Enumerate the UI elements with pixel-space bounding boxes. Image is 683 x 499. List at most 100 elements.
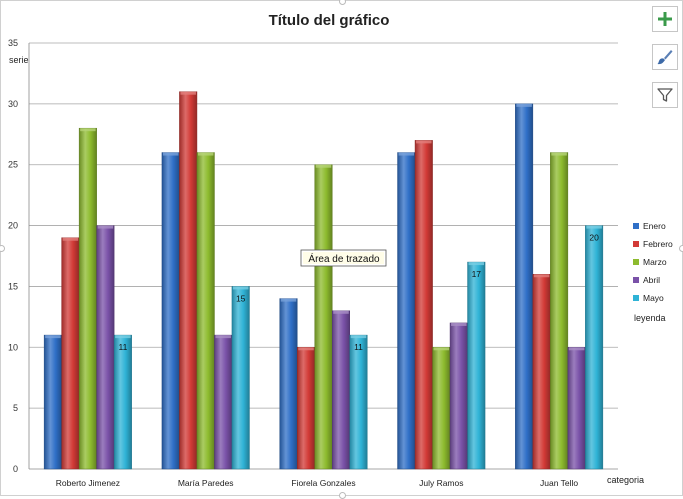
bar-highlight: [298, 347, 314, 351]
y-tick-label: 30: [8, 99, 18, 109]
bar-highlight: [533, 274, 550, 278]
bar-marzo-3[interactable]: [432, 347, 451, 470]
bar-enero-2[interactable]: [279, 298, 298, 470]
x-tick-labels: Roberto Jimenez María Paredes Fiorela Gonz…: [56, 478, 579, 488]
bar-highlight: [398, 152, 415, 156]
bar-marzo-2[interactable]: [314, 164, 333, 470]
bar-highlight: [451, 322, 467, 326]
y-tick-label: 25: [8, 160, 18, 170]
bar-highlight: [433, 347, 450, 351]
bar-highlight: [197, 152, 214, 156]
bar-febrero-2[interactable]: [297, 347, 315, 470]
bar-febrero-1[interactable]: [179, 91, 198, 470]
y-tick-label: 5: [13, 403, 18, 413]
x-tick-label: July Ramos: [419, 478, 463, 488]
legend-swatch: [633, 295, 639, 301]
bar-highlight: [80, 128, 96, 132]
x-tick-label: María Paredes: [178, 478, 234, 488]
y-tick-label: 10: [8, 342, 18, 352]
legend-swatch: [633, 259, 639, 265]
bar-highlight: [551, 152, 567, 156]
bar-highlight: [232, 286, 249, 290]
bars[interactable]: [43, 91, 604, 470]
legend-entry[interactable]: Febrero: [643, 239, 673, 249]
x-tick-label: Juan Tello: [540, 478, 578, 488]
bar-highlight: [215, 335, 231, 339]
x-tick-label: Roberto Jimenez: [56, 478, 120, 488]
bar-highlight: [350, 335, 367, 339]
bar-marzo-0[interactable]: [78, 127, 97, 470]
chart-elements-button[interactable]: [652, 6, 678, 32]
chart-styles-button[interactable]: [652, 44, 678, 70]
bar-abril-1[interactable]: [214, 334, 233, 470]
bar-enero-0[interactable]: [43, 334, 62, 470]
bar-abril-2[interactable]: [332, 310, 350, 470]
bar-enero-3[interactable]: [397, 152, 416, 470]
bar-highlight: [468, 262, 485, 266]
bar-highlight: [115, 335, 131, 339]
legend-entry[interactable]: Enero: [643, 221, 666, 231]
bar-enero-1[interactable]: [161, 152, 180, 470]
y-tick-labels: 0 5 10 15 20 25 30 35: [8, 38, 18, 474]
x-axis-title[interactable]: categoria: [607, 475, 644, 485]
data-label[interactable]: 15: [236, 293, 246, 303]
legend[interactable]: Enero Febrero Marzo Abril Mayo: [633, 221, 673, 303]
chart-filters-button[interactable]: [652, 82, 678, 108]
bar-highlight: [97, 225, 114, 229]
resize-handle-left[interactable]: [0, 245, 5, 252]
bar-highlight: [280, 298, 297, 302]
bar-mayo-3[interactable]: [467, 261, 486, 470]
y-tick-label: 0: [13, 464, 18, 474]
chart-title[interactable]: Título del gráfico: [269, 12, 390, 29]
legend-entry[interactable]: Abril: [643, 275, 660, 285]
data-label[interactable]: 11: [354, 342, 363, 352]
plot-area-tooltip: Área de trazado: [300, 249, 387, 267]
bar-abril-4[interactable]: [567, 347, 586, 470]
bar-highlight: [333, 310, 349, 314]
bar-highlight: [162, 152, 179, 156]
legend-entry[interactable]: Marzo: [643, 257, 667, 267]
bar-mayo-0[interactable]: [113, 334, 132, 470]
bar-abril-3[interactable]: [449, 322, 468, 470]
bar-mayo-1[interactable]: [231, 286, 250, 470]
data-label[interactable]: 17: [472, 269, 482, 279]
bar-mayo-2[interactable]: [349, 334, 368, 470]
bar-highlight: [315, 164, 332, 168]
bar-marzo-4[interactable]: [550, 152, 569, 470]
plot-area-label: Área de trazado: [308, 252, 380, 265]
bar-highlight: [416, 140, 432, 144]
y-tick-label: 15: [8, 281, 18, 291]
bar-mayo-4[interactable]: [585, 225, 604, 470]
legend-swatch: [633, 277, 639, 283]
y-tick-label: 35: [8, 38, 18, 48]
y-tick-label: 20: [8, 221, 18, 231]
funnel-icon: [657, 88, 673, 102]
legend-swatch: [633, 223, 639, 229]
bar-highlight: [45, 335, 61, 339]
bar-abril-0[interactable]: [96, 225, 115, 470]
data-label[interactable]: 20: [589, 233, 599, 243]
legend-swatch: [633, 241, 639, 247]
bar-enero-4[interactable]: [515, 103, 534, 470]
x-tick-label: Fiorela Gonzales: [291, 478, 355, 488]
resize-handle-top[interactable]: [339, 0, 346, 5]
bar-highlight: [62, 237, 79, 241]
y-axis-title[interactable]: serie: [9, 55, 29, 65]
bar-febrero-0[interactable]: [61, 237, 80, 470]
bar-highlight: [180, 91, 196, 95]
resize-handle-right[interactable]: [679, 245, 683, 252]
bar-febrero-3[interactable]: [414, 140, 433, 470]
bar-highlight: [516, 103, 532, 107]
bar-highlight: [568, 347, 585, 351]
bar-marzo-1[interactable]: [196, 152, 215, 470]
data-labels: 11 15 11 17 20: [118, 233, 599, 353]
plus-icon: [658, 12, 672, 26]
bar-highlight: [586, 225, 602, 229]
legend-title[interactable]: leyenda: [634, 313, 666, 323]
legend-entry[interactable]: Mayo: [643, 293, 664, 303]
data-label[interactable]: 11: [118, 342, 127, 352]
brush-icon: [657, 50, 673, 65]
bar-febrero-4[interactable]: [532, 274, 551, 470]
